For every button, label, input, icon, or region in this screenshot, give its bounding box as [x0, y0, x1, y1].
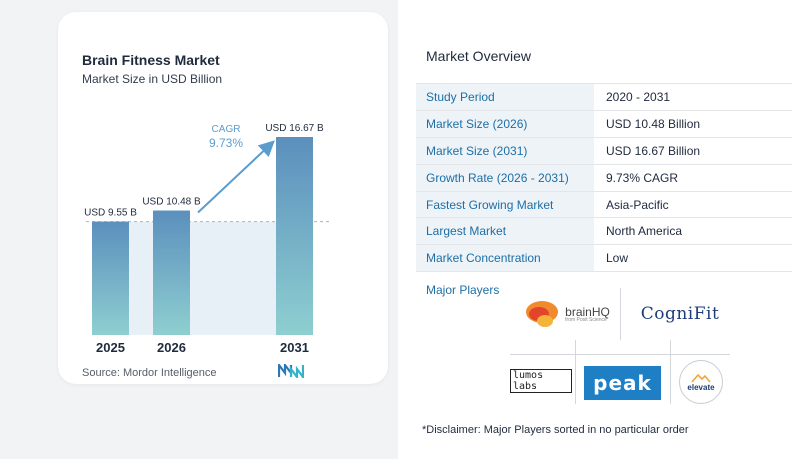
overview-row: Market Size (2026) USD 10.48 Billion: [416, 110, 792, 138]
mordor-logo-icon: [278, 364, 304, 378]
brainhq-logo: brainHQ from Posit Science: [520, 296, 615, 332]
major-players-title: Major Players: [426, 283, 500, 297]
cagr-arrow: [197, 140, 275, 214]
lumos-labs-logo: lumos labs: [510, 369, 572, 393]
overview-row-value: North America: [606, 224, 683, 239]
x-tick-label: 2031: [280, 340, 309, 355]
peak-logo: peak: [584, 366, 661, 400]
cagr-label: CAGR: [212, 124, 241, 135]
overview-table: Study Period 2020 - 2031 Market Size (2026…: [416, 83, 792, 273]
brainhq-name: brainHQ: [565, 304, 610, 319]
source-text: Source: Mordor Intelligence: [82, 367, 217, 379]
divider: [575, 340, 576, 404]
brainhq-tagline: from Posit Science: [565, 316, 607, 323]
lumos-name: lumos labs: [510, 369, 572, 393]
divider: [670, 340, 671, 404]
overview-row: Study Period 2020 - 2031: [416, 84, 792, 111]
reference-band: [129, 221, 276, 335]
bar-value-label: USD 16.67 B: [265, 123, 324, 134]
chart-card: Brain Fitness Market Market Size in USD …: [58, 12, 388, 384]
overview-row-label: Fastest Growing Market: [416, 191, 594, 218]
overview-row: Growth Rate (2026 - 2031) 9.73% CAGR: [416, 164, 792, 192]
elevate-name: elevate: [687, 382, 715, 392]
overview-title: Market Overview: [426, 48, 532, 64]
mountain-icon: [691, 373, 711, 383]
elevate-logo: elevate: [679, 360, 723, 404]
brain-icon: [526, 301, 559, 327]
bar-2031: [276, 137, 313, 335]
overview-row-label: Market Concentration: [416, 245, 594, 272]
overview-row-label: Market Size (2031): [416, 137, 594, 164]
divider: [510, 354, 730, 355]
bar-value-label: USD 9.55 B: [84, 208, 137, 219]
overview-row: Market Size (2031) USD 16.67 Billion: [416, 137, 792, 165]
overview-row: Largest Market North America: [416, 218, 792, 246]
overview-row-label: Growth Rate (2026 - 2031): [416, 164, 594, 191]
divider: [620, 288, 621, 340]
overview-row-label: Market Size (2026): [416, 110, 594, 137]
overview-row-value: Asia-Pacific: [606, 197, 669, 212]
bar-2026: [153, 210, 190, 335]
chart-title: Brain Fitness Market: [82, 52, 220, 68]
overview-row-value: USD 16.67 Billion: [606, 143, 701, 158]
bar-value-label: USD 10.48 B: [142, 197, 201, 208]
overview-row-label: Largest Market: [416, 218, 594, 245]
overview-row-value: USD 10.48 Billion: [606, 116, 701, 131]
overview-row-label: Study Period: [416, 84, 594, 110]
bar-2025: [92, 221, 129, 335]
x-tick-label: 2026: [157, 340, 186, 355]
overview-row: Fastest Growing Market Asia-Pacific: [416, 191, 792, 219]
market-overview-panel: Market Overview Study Period 2020 - 2031 M…: [398, 0, 800, 459]
x-tick-label: 2025: [96, 340, 125, 355]
disclaimer-text: *Disclaimer: Major Players sorted in no …: [422, 424, 689, 436]
cognifit-logo: CogniFit: [630, 296, 730, 332]
peak-name: peak: [593, 371, 652, 395]
chart-subtitle: Market Size in USD Billion: [82, 72, 223, 86]
overview-row-value: 9.73% CAGR: [606, 170, 679, 185]
bar-chart: USD 9.55 B 2025 USD 10.48 B 2026 USD 16.67 B…: [84, 123, 330, 355]
cognifit-name: CogniFit: [640, 304, 720, 324]
cagr-value: 9.73%: [209, 136, 243, 150]
overview-row-value: Low: [606, 251, 629, 266]
overview-row: Market Concentration Low: [416, 245, 792, 273]
overview-row-value: 2020 - 2031: [606, 89, 671, 104]
